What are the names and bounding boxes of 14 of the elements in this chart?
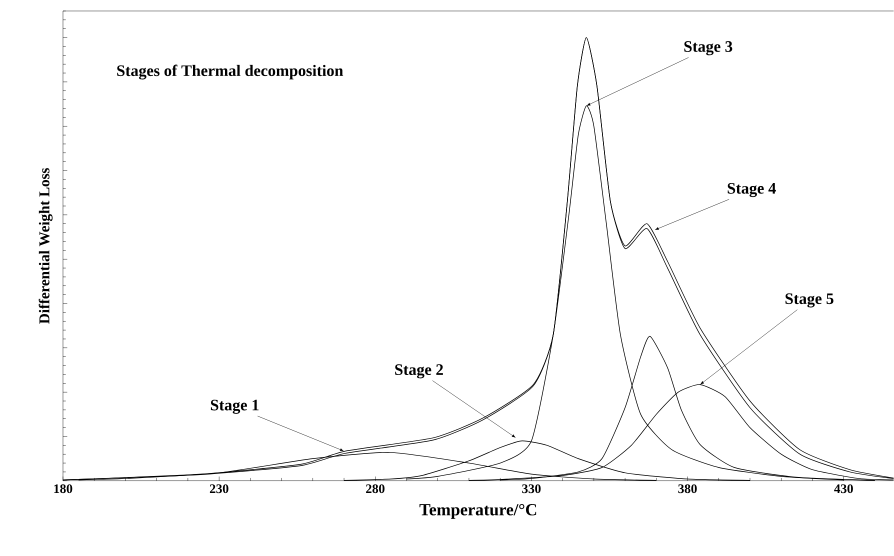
x-tick-label: 280 [366, 484, 385, 494]
annotation: Stage 3 [684, 41, 732, 56]
y-axis-title: Differential Weight Loss [38, 168, 53, 324]
x-tick-label: 180 [54, 484, 72, 494]
annotation: Stage 2 [395, 364, 443, 378]
annotation: Stage 1 [210, 400, 259, 414]
annotation: Stages of Thermal decomposition [117, 64, 344, 80]
x-tick-label: 380 [678, 484, 697, 494]
x-tick-label: 430 [834, 484, 853, 494]
x-tick-label: 230 [210, 484, 228, 494]
x-tick-label: 330 [522, 484, 541, 494]
annotation: Stage 5 [786, 293, 834, 308]
x-axis-title: Temperature/°C [419, 504, 536, 519]
annotation: Stage 4 [728, 183, 776, 198]
